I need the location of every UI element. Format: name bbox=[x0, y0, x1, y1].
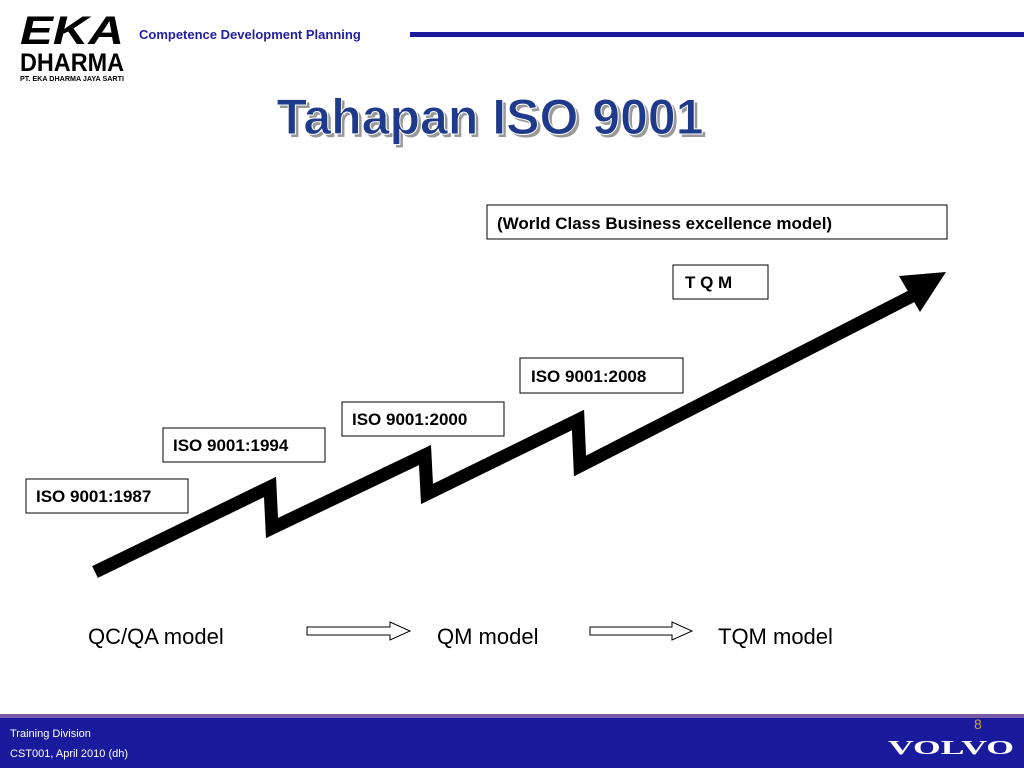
page-number: 8 bbox=[974, 716, 982, 732]
stage-label: ISO 9001:1994 bbox=[173, 436, 289, 455]
box-frame bbox=[25, 478, 189, 514]
model-label: TQM model bbox=[718, 624, 833, 649]
title: Tahapan ISO 9001 bbox=[276, 89, 703, 145]
header-rule bbox=[410, 32, 1024, 37]
brand-logo: VOLVO bbox=[888, 737, 1014, 759]
staircase-arrow bbox=[92, 290, 915, 578]
box-frame bbox=[519, 357, 684, 394]
stage-box: ISO 9001:1994 bbox=[162, 427, 326, 463]
stage-box: ISO 9001:2008 bbox=[519, 357, 684, 394]
box-frame bbox=[672, 264, 769, 300]
box-frame bbox=[486, 204, 948, 240]
footer-division: Training Division bbox=[10, 728, 91, 740]
model-label: QC/QA model bbox=[88, 624, 224, 649]
box-frame bbox=[341, 401, 505, 437]
stage-box: ISO 9001:2000 bbox=[341, 401, 505, 437]
stage-label: ISO 9001:2008 bbox=[531, 367, 646, 386]
logo-company: PT. EKA DHARMA JAYA SARTI bbox=[20, 76, 124, 83]
stage-label: (World Class Business excellence model) bbox=[497, 214, 832, 233]
footer-band bbox=[0, 718, 1024, 768]
stage-label: ISO 9001:2000 bbox=[352, 410, 467, 429]
logo-top: EKA bbox=[20, 9, 124, 53]
stage-box: ISO 9001:1987 bbox=[25, 478, 189, 514]
stage-label: T Q M bbox=[685, 273, 732, 292]
stage-box: T Q M bbox=[672, 264, 769, 300]
stage-label: ISO 9001:1987 bbox=[36, 487, 151, 506]
model-label: QM model bbox=[437, 624, 538, 649]
footer-doc: CST001, April 2010 (dh) bbox=[10, 748, 128, 760]
flow-arrow bbox=[589, 621, 694, 641]
box-frame bbox=[162, 427, 326, 463]
title-shadow: Tahapan ISO 9001 bbox=[279, 92, 706, 148]
footer-rule bbox=[0, 714, 1024, 718]
flow-arrow bbox=[306, 621, 412, 641]
stage-box: (World Class Business excellence model) bbox=[486, 204, 948, 240]
section-title: Competence Development Planning bbox=[139, 27, 361, 42]
arrow-head bbox=[899, 272, 946, 312]
logo-bottom: DHARMA bbox=[20, 49, 124, 77]
